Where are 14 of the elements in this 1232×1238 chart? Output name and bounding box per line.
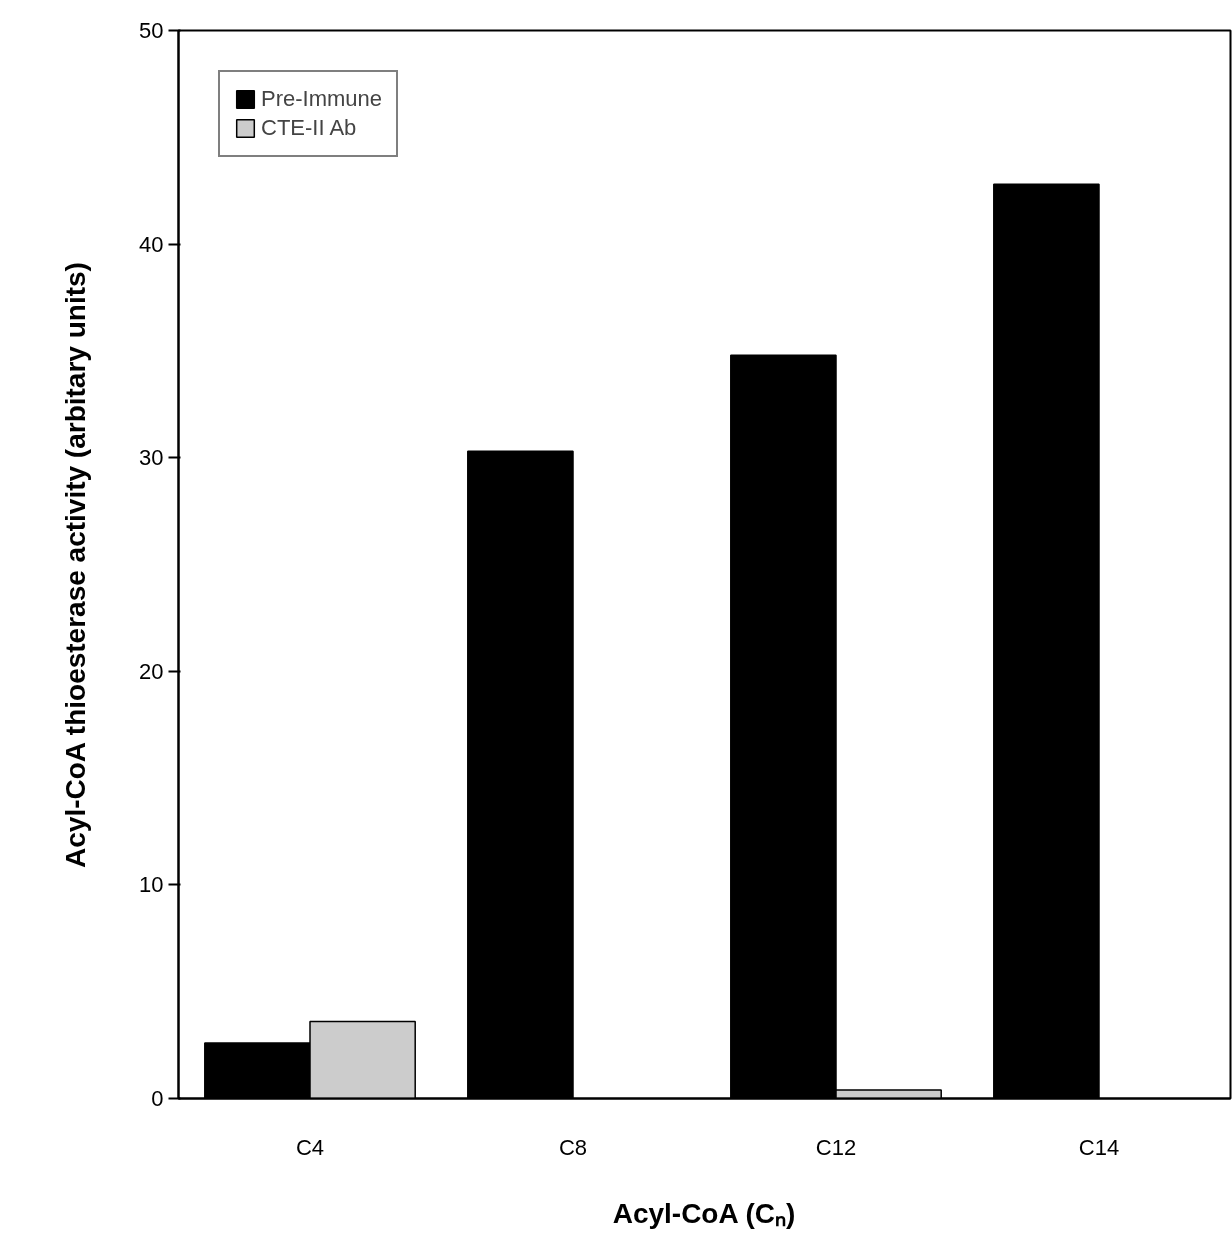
y-tick-label: 0 <box>151 1086 164 1111</box>
x-tick-label: C8 <box>558 1134 588 1160</box>
y-tick-label: 50 <box>139 18 164 43</box>
legend-label: CTE-II Ab <box>261 115 357 141</box>
legend-label: Pre-Immune <box>261 86 383 112</box>
y-tick-label: 20 <box>139 658 164 684</box>
x-tick-label: C12 <box>815 1134 857 1160</box>
y-axis-title: Acyl-CoA thioesterase activity (arbitary units) <box>60 262 92 868</box>
y-tick-label: 40 <box>139 231 164 257</box>
y-tick-label: 30 <box>139 445 164 471</box>
y-tick-label: 10 <box>139 872 164 898</box>
x-tick-label: C14 <box>1078 1134 1120 1160</box>
x-axis-title: Acyl-CoA (Cₙ) <box>612 1197 796 1229</box>
x-tick-label: C4 <box>295 1134 325 1160</box>
